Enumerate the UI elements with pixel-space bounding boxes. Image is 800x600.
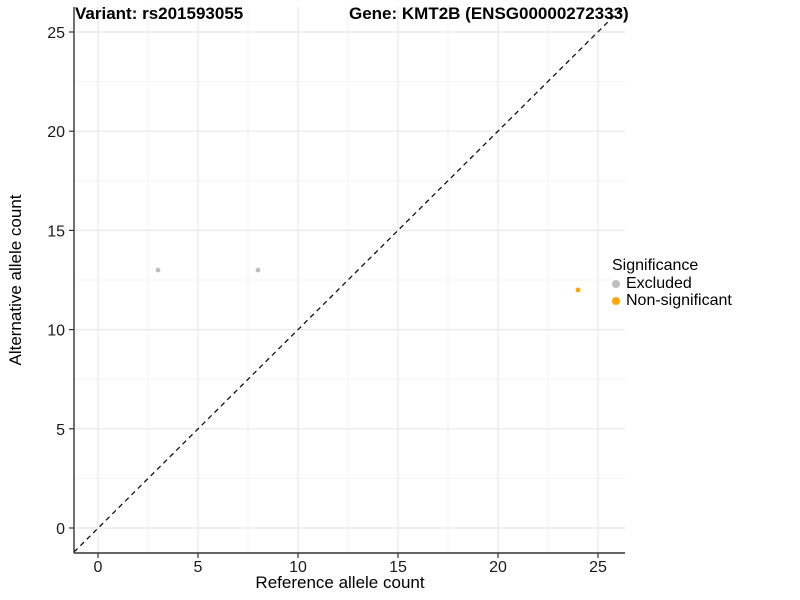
identity-line bbox=[73, 6, 624, 553]
legend-label: Non-significant bbox=[626, 292, 732, 309]
y-tick-label: 5 bbox=[56, 422, 65, 439]
legend-items: Excluded Non-significant bbox=[612, 275, 732, 309]
x-tick-label: 15 bbox=[389, 559, 407, 576]
x-tick-label: 0 bbox=[94, 559, 103, 576]
y-tick-label: 15 bbox=[47, 223, 65, 240]
x-tick-label: 10 bbox=[289, 559, 307, 576]
legend-item: Non-significant bbox=[612, 292, 732, 309]
data-point-excluded bbox=[255, 267, 261, 273]
y-tick-label: 25 bbox=[47, 25, 65, 42]
legend-dot-icon bbox=[612, 296, 620, 305]
gene-title: Gene: KMT2B (ENSG00000272333) bbox=[349, 4, 629, 23]
x-axis-title: Reference allele count bbox=[255, 573, 425, 592]
legend-item: Excluded bbox=[612, 275, 732, 292]
y-tick-label: 20 bbox=[47, 124, 65, 141]
y-tick-label: 10 bbox=[47, 323, 65, 340]
x-tick-label: 25 bbox=[589, 559, 607, 576]
legend-label: Excluded bbox=[626, 275, 692, 292]
legend-title: Significance bbox=[612, 257, 699, 274]
data-point-non-significant bbox=[575, 287, 581, 293]
x-tick-label: 5 bbox=[194, 559, 203, 576]
y-tick-label: 0 bbox=[56, 521, 65, 538]
y-axis-title: Alternative allele count bbox=[6, 194, 25, 366]
variant-title: Variant: rs201593055 bbox=[75, 4, 244, 23]
data-point-excluded bbox=[155, 267, 161, 273]
legend-dot-icon bbox=[612, 279, 620, 288]
legend: Significance Excluded Non-significant bbox=[612, 257, 732, 309]
x-tick-label: 20 bbox=[489, 559, 507, 576]
